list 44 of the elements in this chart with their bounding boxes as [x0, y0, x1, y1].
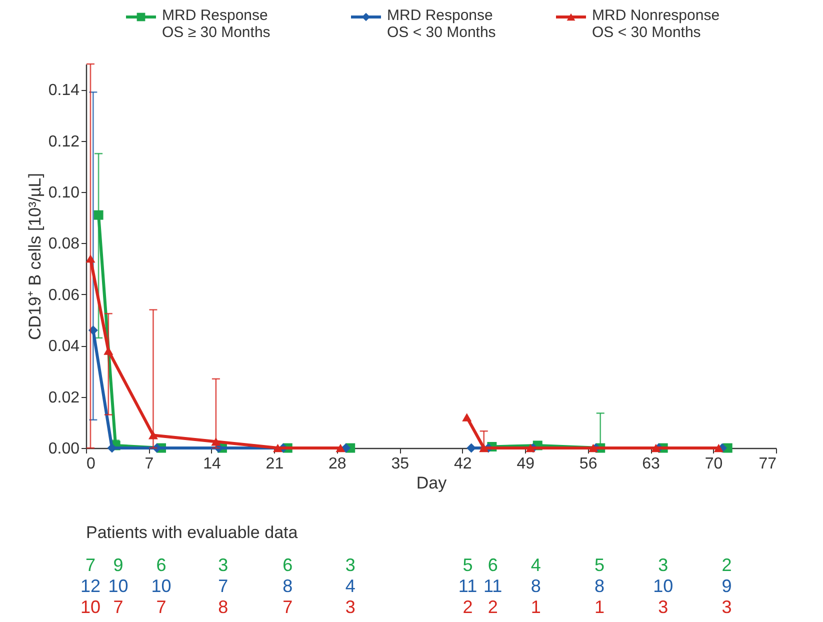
- legend-label: MRD Response OS < 30 Months: [387, 7, 496, 41]
- text: 7 9 6 3 6 3 5 6 4 5 3 2: [85, 555, 732, 575]
- x-tick-label: 35: [391, 456, 410, 472]
- point: [88, 325, 98, 335]
- y-tick-label: 0.06: [48, 286, 80, 304]
- y-axis-title: CD19⁺ B cells [10³/µL]: [25, 173, 44, 340]
- point: [273, 444, 283, 452]
- y-tick-label: 0.02: [48, 389, 80, 406]
- x-tick-label: 21: [266, 456, 284, 472]
- x-tick-label: 63: [642, 456, 660, 472]
- x-tick-label: 77: [758, 456, 777, 472]
- y-tick-label: 0.00: [48, 440, 80, 458]
- x-tick-label: 7: [144, 456, 154, 472]
- text: 12 10 10 7 8 4 11 11 8 8 10 9: [80, 576, 732, 596]
- y-tick-label: 0.12: [48, 133, 80, 150]
- point: [714, 444, 724, 452]
- x-tick-label: 0: [86, 456, 96, 472]
- legend-label: MRD Nonresponse OS < 30 Months: [592, 7, 720, 41]
- point: [479, 444, 489, 452]
- x-tick-label: 14: [203, 456, 221, 472]
- y-tick-label: 0.08: [48, 236, 80, 253]
- point: [462, 413, 472, 422]
- x-tick-label: 28: [328, 456, 346, 472]
- text: 10 7 7 8 7 3 2 2 1 1 3 3: [80, 597, 732, 617]
- point: [148, 431, 158, 440]
- y-tick-label: 0.10: [48, 184, 80, 202]
- y-tick-label: 0.14: [48, 82, 80, 100]
- point: [588, 444, 598, 452]
- point: [336, 444, 346, 452]
- x-tick-label: 42: [454, 456, 472, 472]
- x-tick-label: 49: [516, 456, 535, 472]
- point: [86, 254, 96, 263]
- point: [107, 443, 117, 453]
- point: [94, 210, 104, 220]
- point: [104, 346, 114, 355]
- x-tick-label: 56: [579, 456, 598, 472]
- legend-label: MRD Response OS ≥ 30 Months: [162, 7, 270, 41]
- point: [211, 437, 221, 446]
- x-axis-title: Day: [416, 474, 448, 492]
- point: [651, 444, 661, 452]
- point: [526, 444, 536, 452]
- y-tick-label: 0.04: [48, 338, 80, 356]
- text: Patients with evaluable data: [86, 523, 298, 542]
- x-tick-label: 70: [704, 456, 723, 472]
